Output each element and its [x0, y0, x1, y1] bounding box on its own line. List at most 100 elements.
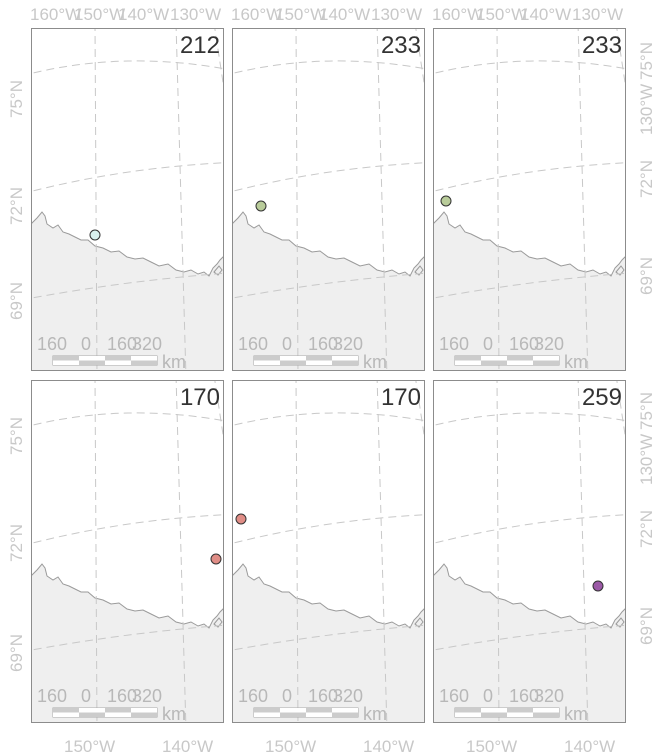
land-area [433, 211, 626, 371]
graticule-line [232, 60, 425, 75]
top-axis-label: 160°W [30, 5, 81, 24]
graticule-line [376, 28, 388, 371]
top-axis-label: 160°W [231, 5, 282, 24]
left-axis-label: 72°N [7, 524, 26, 562]
graticule-line [295, 28, 299, 371]
bottom-axis-label: 150°W [265, 737, 316, 756]
graticule-line [496, 28, 500, 371]
scale-bar-tick: 320 [534, 686, 564, 706]
panel-frame [232, 28, 425, 371]
scale-bar-tick: 160 [37, 334, 67, 354]
bottom-axis-labels: 150°W 140°W 150°W 140°W 150°W 140°W [64, 737, 615, 756]
right-axis-labels: 75°N 130°W 72°N 69°N 75°N 130°W 72°N 69°… [637, 42, 655, 645]
panel-title: 170 [180, 384, 220, 411]
location-marker [592, 580, 604, 592]
location-marker [89, 229, 101, 241]
scale-bar-tick: 160 [439, 686, 469, 706]
right-axis-label: 69°N [637, 607, 655, 645]
scale-bar-tick: 160 [308, 334, 338, 354]
top-axis-label: 150°W [476, 5, 527, 24]
scale-bar-tick: 0 [483, 334, 493, 354]
panel-title: 170 [381, 384, 421, 411]
top-axis-label: 140°W [118, 5, 169, 24]
graticule-line [433, 162, 626, 192]
right-axis-label: 72°N [637, 160, 655, 198]
scale-bar-unit: km [564, 704, 588, 724]
scale-bar-unit: km [162, 704, 186, 724]
top-axis-label: 130°W [170, 5, 221, 24]
scale-bar-tick: 320 [333, 686, 363, 706]
right-axis-label: 72°N [637, 510, 655, 548]
left-axis-label: 69°N [7, 634, 26, 672]
panel-title: 259 [582, 384, 622, 411]
graticule-line [31, 60, 224, 75]
scale-bar-tick: 320 [333, 334, 363, 354]
graticule-line [94, 28, 98, 371]
scale-bar-tick: 160 [308, 686, 338, 706]
location-marker [440, 195, 452, 207]
scale-bar-tick: 0 [282, 686, 292, 706]
scale-bar-tick: 320 [534, 334, 564, 354]
scale-bar-unit: km [162, 352, 186, 372]
graticule-line [232, 514, 425, 544]
graticule-line [31, 162, 224, 192]
scale-bar-unit: km [363, 352, 387, 372]
bottom-axis-label: 140°W [564, 737, 615, 756]
panel-frame [232, 380, 425, 723]
location-marker [235, 513, 247, 525]
top-axis-labels: 160°W 150°W 140°W 130°W 160°W 150°W 140°… [30, 5, 623, 24]
right-axis-label: 130°W [637, 84, 655, 135]
scale-bar-tick: 320 [132, 334, 162, 354]
graticule-line [31, 624, 224, 651]
graticule-line [433, 60, 626, 75]
panel-frame [433, 380, 626, 723]
graticule-line [433, 624, 626, 651]
bottom-axis-label: 140°W [162, 737, 213, 756]
land-area [31, 211, 224, 371]
bottom-axis-label: 150°W [466, 737, 517, 756]
scale-bar-tick: 160 [107, 686, 137, 706]
graticule-line [232, 624, 425, 651]
panel-frame [31, 28, 224, 371]
top-axis-label: 150°W [74, 5, 125, 24]
left-axis-label: 75°N [7, 417, 26, 455]
scale-bar-tick: 0 [282, 334, 292, 354]
scale-bar-unit: km [363, 704, 387, 724]
graticule-line [232, 272, 425, 299]
bottom-axis-label: 140°W [363, 737, 414, 756]
land-area [232, 211, 425, 371]
scale-bar-tick: 320 [132, 686, 162, 706]
panel-title: 233 [381, 32, 421, 59]
graticule-line [232, 412, 425, 427]
scale-bar-tick: 0 [81, 334, 91, 354]
land-area [433, 563, 626, 723]
graticule-line [496, 380, 500, 723]
scale-bar-tick: 160 [509, 686, 539, 706]
right-axis-label: 69°N [637, 257, 655, 295]
scale-bar-tick: 0 [81, 686, 91, 706]
right-axis-label: 75°N [637, 392, 655, 430]
scale-bar-tick: 160 [509, 334, 539, 354]
graticule-line [433, 514, 626, 544]
graticule-line [94, 380, 98, 723]
graticule-line [31, 514, 224, 544]
land-area [31, 563, 224, 723]
scale-bar-tick: 0 [483, 686, 493, 706]
scale-bar-unit: km [564, 352, 588, 372]
panel-frame [31, 380, 224, 723]
graticule-line [175, 380, 187, 723]
top-axis-label: 130°W [572, 5, 623, 24]
graticule-line [295, 380, 299, 723]
